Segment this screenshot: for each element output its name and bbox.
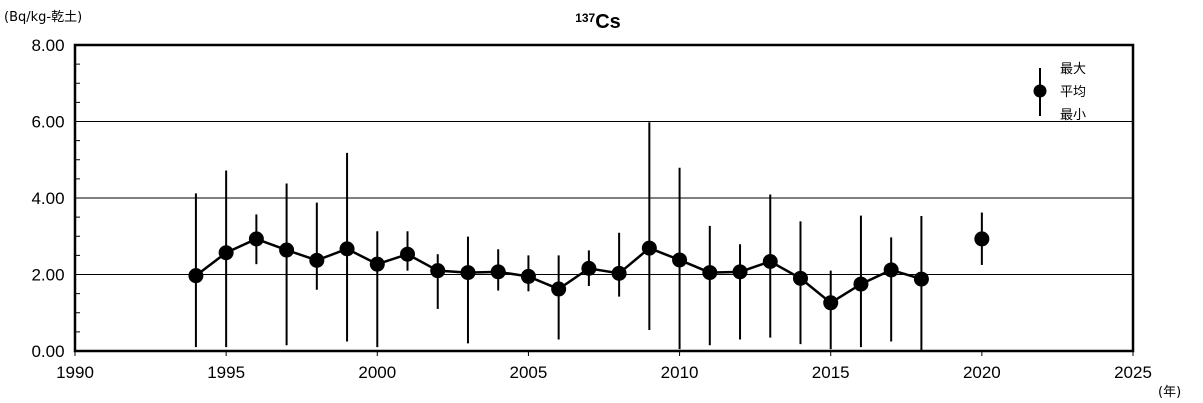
legend-mean-label: 平均 xyxy=(1060,85,1086,100)
mean-point xyxy=(279,242,295,258)
mean-point xyxy=(883,262,899,278)
x-tick-label: 2005 xyxy=(510,363,548,382)
x-tick-label: 2010 xyxy=(661,363,699,382)
mean-point xyxy=(823,295,839,311)
mean-point xyxy=(641,240,657,256)
title-main: Cs xyxy=(595,11,621,33)
mean-point xyxy=(400,246,416,262)
mean-point xyxy=(309,252,325,268)
x-tick-label: 2000 xyxy=(358,363,396,382)
mean-point xyxy=(218,245,234,261)
y-tick-label: 4.00 xyxy=(31,189,64,208)
x-tick-labels: 1990 1995 2000 2005 2010 2015 2020 2025 xyxy=(56,351,1152,382)
x-unit-label: (年) xyxy=(1158,385,1181,400)
mean-point xyxy=(974,231,990,247)
y-tick-label: 2.00 xyxy=(31,266,64,285)
mean-point xyxy=(913,271,929,287)
mean-point xyxy=(762,253,778,269)
mean-point xyxy=(611,265,627,281)
legend-min-label: 最小 xyxy=(1060,108,1086,123)
x-tick-label: 2025 xyxy=(1114,363,1152,382)
chart-title: 137Cs xyxy=(575,11,621,33)
mean-point xyxy=(248,231,264,247)
mean-point xyxy=(520,268,536,284)
mean-point xyxy=(339,241,355,257)
y-tick-label: 6.00 xyxy=(31,113,64,132)
mean-point xyxy=(369,256,385,272)
x-tick-label: 1990 xyxy=(56,363,94,382)
x-tick-label: 2015 xyxy=(812,363,850,382)
legend-max-label: 最大 xyxy=(1060,62,1086,77)
mean-point xyxy=(672,252,688,268)
title-superscript: 137 xyxy=(575,11,595,25)
mean-point xyxy=(430,263,446,279)
mean-point xyxy=(581,260,597,276)
y-tick-label: 0.00 xyxy=(31,342,64,361)
mean-point xyxy=(188,268,204,284)
plot-frame xyxy=(73,43,1135,353)
y-tick-labels: 0.00 2.00 4.00 6.00 8.00 xyxy=(31,36,64,361)
mean-point xyxy=(460,265,476,281)
mean-point xyxy=(702,265,718,281)
series-layer xyxy=(188,122,990,351)
mean-point xyxy=(792,270,808,286)
gridlines xyxy=(75,121,1133,275)
mean-point xyxy=(490,264,506,280)
y-tick-label: 8.00 xyxy=(31,36,64,55)
x-tick-label: 2020 xyxy=(963,363,1001,382)
mean-point xyxy=(551,281,567,297)
series xyxy=(974,212,990,265)
legend: 最大 平均 最小 xyxy=(1033,62,1086,123)
mean-point xyxy=(732,264,748,280)
mean-point xyxy=(853,276,869,292)
series xyxy=(188,122,929,351)
x-tick-label: 1995 xyxy=(207,363,245,382)
legend-mean-marker xyxy=(1033,84,1047,98)
y-unit-label: (Bq/kg-乾土) xyxy=(4,10,82,25)
